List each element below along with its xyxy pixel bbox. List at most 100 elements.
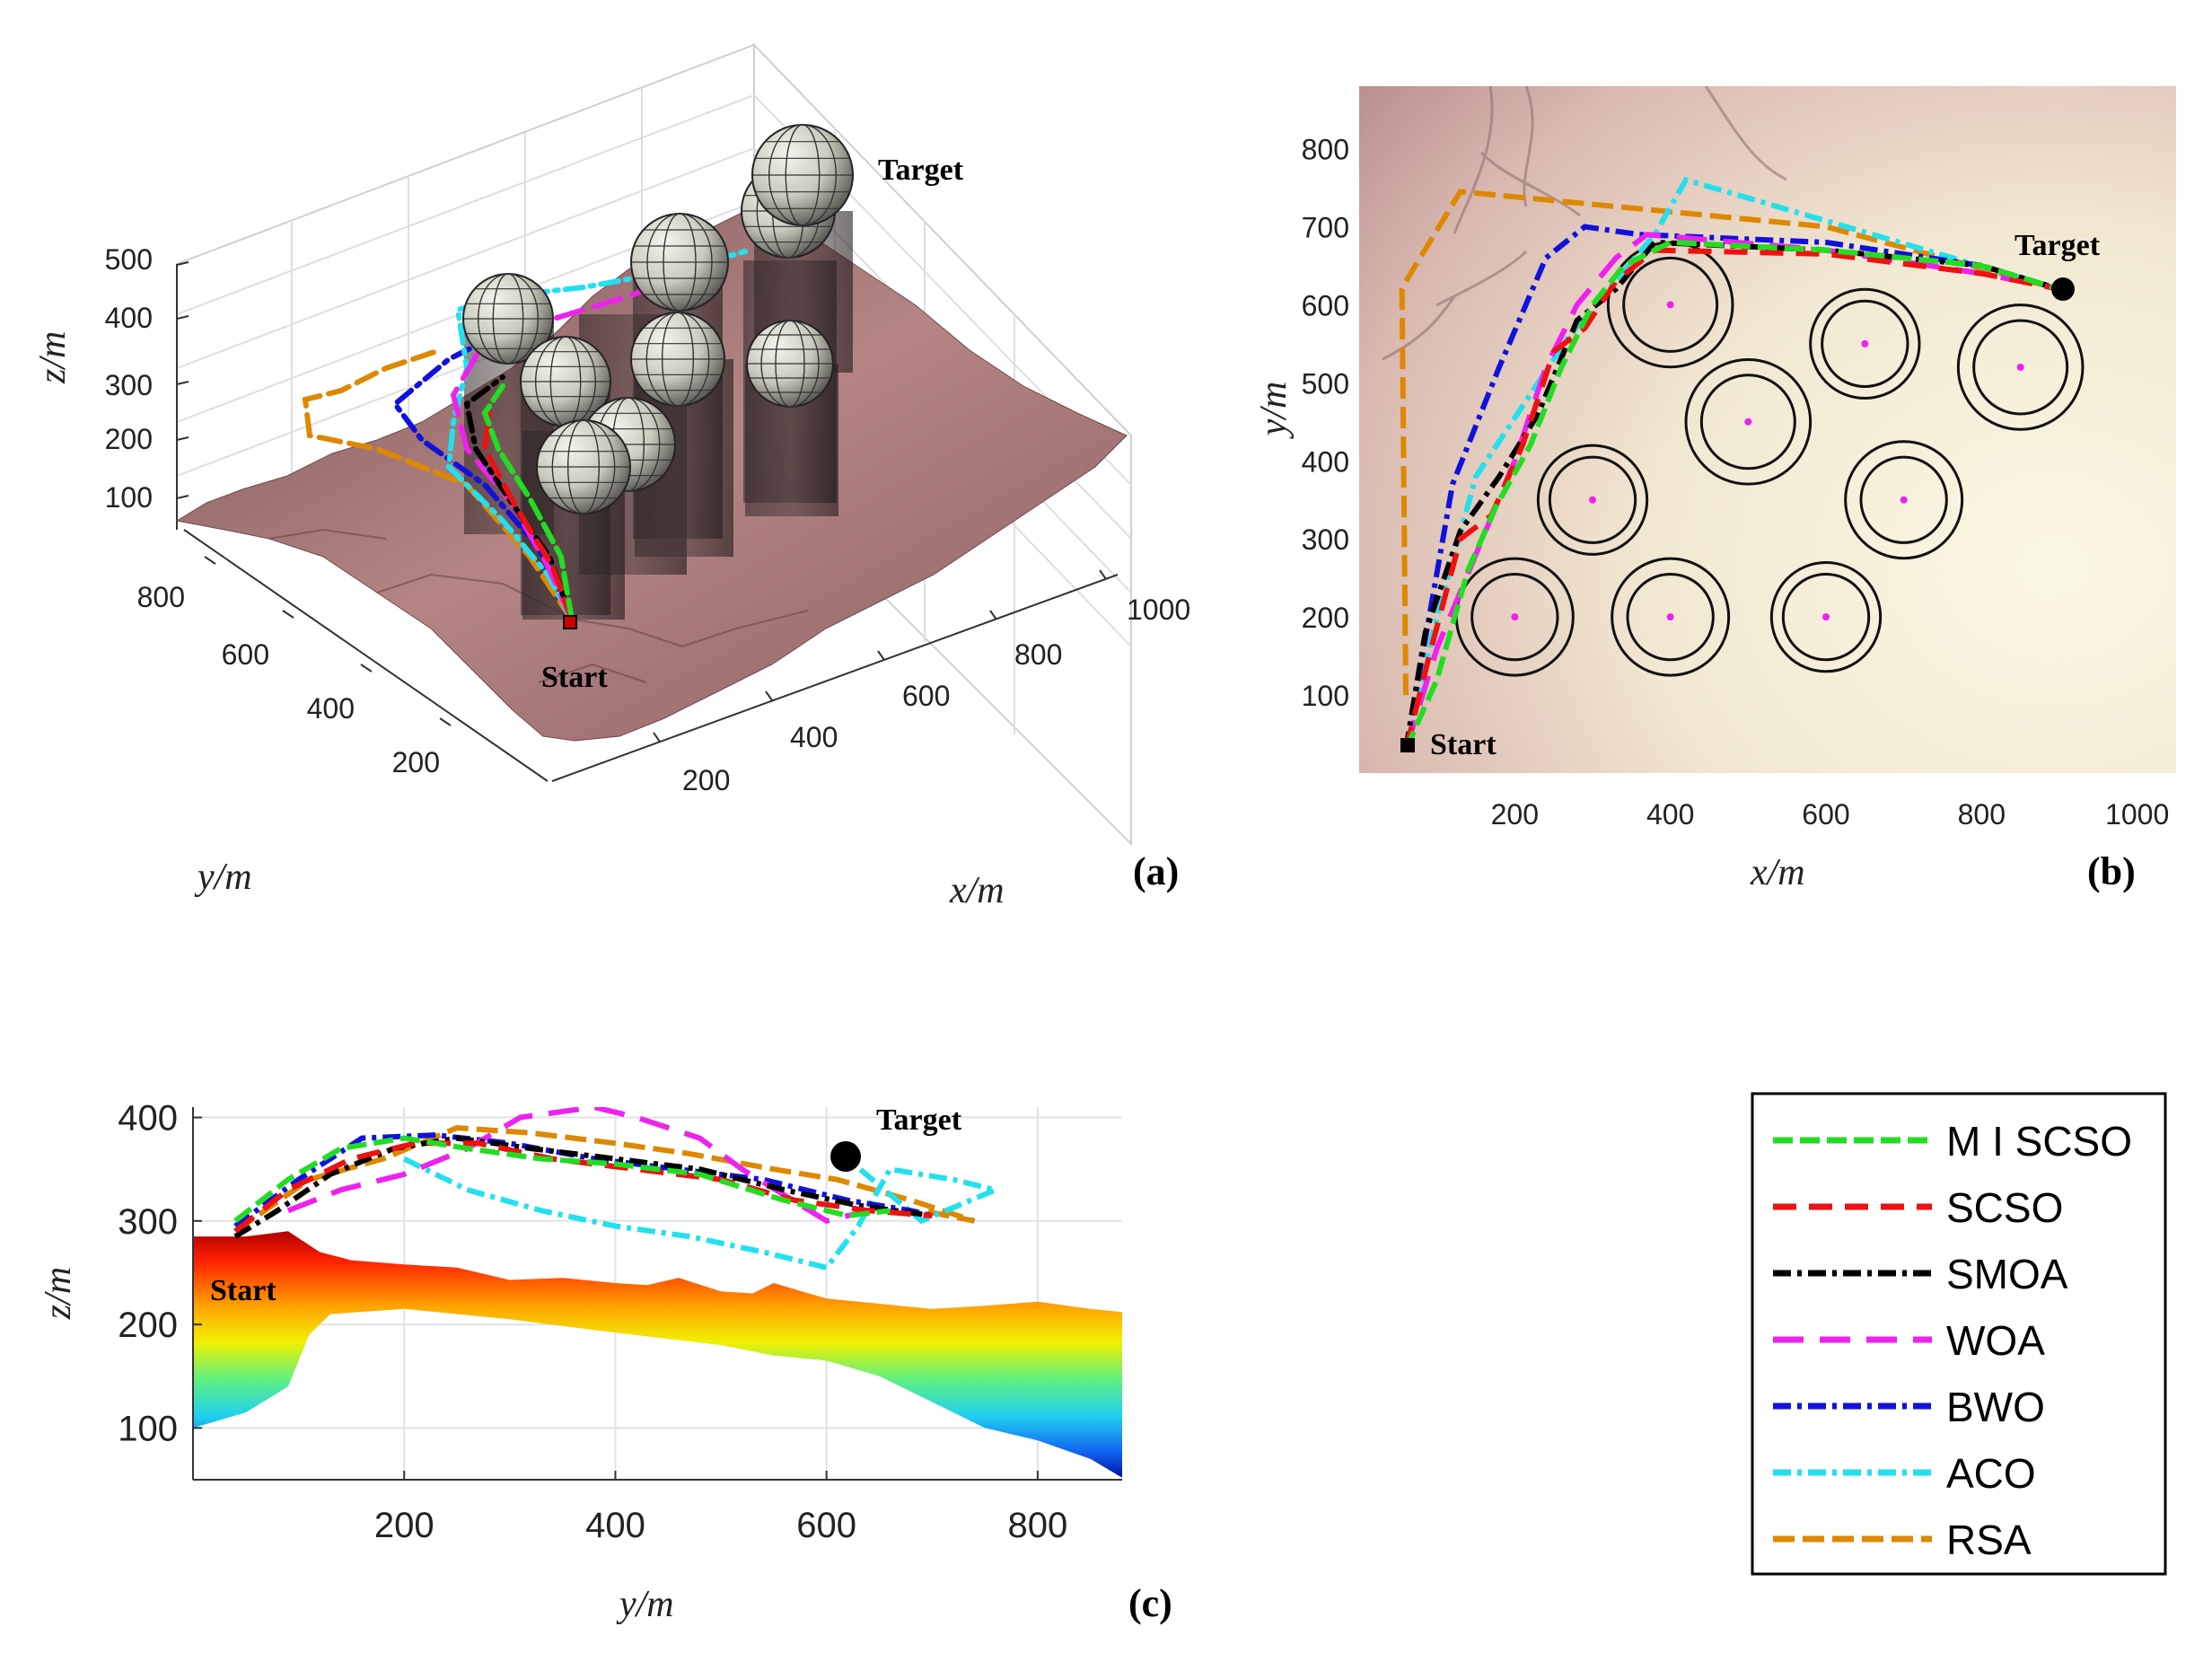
path-MISCSO (1403, 239, 2060, 752)
threat-zone (1956, 303, 2085, 431)
path-BWO (233, 1132, 934, 1229)
panel-a-3d-plot: 500 400 300 200 100 800 600 400 200 200 … (32, 42, 1190, 911)
panel-a-y-tick: 400 (307, 692, 355, 725)
y-tick-label: 100 (118, 1409, 178, 1448)
path-SMOA (1403, 239, 2060, 751)
legend-label: SCSO (1946, 1184, 2063, 1231)
path-SMOA (233, 1135, 933, 1239)
panel-a-x-tick: 400 (790, 721, 838, 753)
obstacle-sphere (536, 419, 631, 514)
panel-b-threat-circles (1454, 241, 2085, 677)
x-tick-label: 800 (1958, 798, 2006, 831)
panel-b-paths (1399, 176, 2060, 752)
panel-a-y-tick: 200 (392, 746, 440, 778)
obstacle-sphere (751, 124, 854, 226)
path-SCSO (1403, 247, 2060, 751)
legend-box (1751, 1092, 2167, 1576)
path-ACO (1403, 176, 2060, 751)
y-tick-label: 400 (1302, 445, 1349, 478)
panel-a-z-ticks (176, 261, 189, 499)
panel-c-start-label: Start (210, 1274, 276, 1307)
x-tick-label: 200 (1491, 798, 1539, 831)
panel-b-label: (b) (2087, 849, 2136, 893)
panel-c-x-label: y/m (616, 1584, 674, 1625)
panel-a-x-label: x/m (949, 870, 1005, 911)
panel-a-x-tick: 600 (902, 680, 950, 712)
threat-zone (1536, 444, 1649, 556)
obstacle-sphere (746, 320, 834, 408)
panel-a-z-label: z/m (32, 331, 74, 384)
panel-a-z-tick: 400 (105, 302, 153, 334)
obstacle-sphere (630, 312, 725, 407)
y-tick-label: 500 (1302, 367, 1349, 400)
panel-b-target-label: Target (2014, 229, 2101, 262)
x-tick-label: 1000 (2105, 798, 2169, 831)
x-tick-label: 600 (796, 1506, 856, 1545)
panel-b-top-view: Start Target 200 400 600 800 1000 100 200 300 40… (1253, 86, 2176, 893)
panel-a-y-label: y/m (194, 857, 252, 898)
path-RSA (233, 1125, 976, 1234)
y-tick-label: 200 (118, 1306, 178, 1345)
legend-item-RSA: RSA (1773, 1517, 2032, 1563)
legend-item-SCSO: SCSO (1773, 1184, 2063, 1231)
threat-zone (1611, 557, 1731, 677)
threat-zone (1606, 241, 1734, 369)
y-tick-label: 400 (118, 1099, 178, 1139)
panel-a-z-tick: 200 (105, 423, 153, 455)
panel-a-label: (a) (1133, 849, 1179, 893)
panel-a-start-label: Start (541, 661, 608, 694)
panel-a-paths (302, 249, 748, 622)
panel-a-path-SCSO (481, 410, 575, 622)
panel-c-paths (233, 1107, 1005, 1271)
panel-b-start-marker (1400, 738, 1415, 752)
panel-c-label: (c) (1128, 1581, 1172, 1625)
panel-a-path-WOA (450, 267, 703, 622)
panel-c-target-label: Target (876, 1103, 962, 1137)
path-RSA (1399, 189, 2060, 696)
panel-a-z-tick: 100 (105, 481, 153, 514)
legend: M I SCSO SCSO SMOA WOA BWO ACO RSA (1751, 1092, 2167, 1576)
threat-zone (1769, 560, 1883, 673)
panel-b-ticks: 200 400 600 800 1000 100 200 300 400 500 600 700 800 (1302, 134, 2170, 831)
legend-label: M I SCSO (1946, 1118, 2132, 1165)
legend-item-MISCSO: M I SCSO (1773, 1118, 2132, 1165)
panel-b-start-label: Start (1430, 728, 1497, 761)
x-tick-label: 800 (1008, 1506, 1068, 1545)
y-tick-label: 100 (1302, 680, 1349, 712)
panel-a-terrain-ridges (268, 528, 809, 683)
legend-label: ACO (1946, 1450, 2036, 1497)
x-tick-label: 400 (1646, 798, 1694, 831)
panel-b-y-label: y/m (1253, 382, 1295, 440)
panel-b-terrain-streaks (1382, 86, 1787, 361)
legend-label: WOA (1946, 1317, 2045, 1364)
panel-a-x-tick: 800 (1014, 638, 1062, 671)
panel-a-obstacle-spheres (462, 124, 854, 514)
panel-b-background (1359, 86, 2176, 773)
panel-c-target-marker (830, 1141, 861, 1172)
legend-label: SMOA (1946, 1251, 2068, 1297)
panel-a-path-MISCSO (481, 383, 575, 622)
panel-a-axes (176, 264, 1119, 782)
y-tick-label: 200 (1302, 602, 1349, 634)
threat-zone (1844, 440, 1964, 560)
panel-b-target-marker (2051, 277, 2075, 301)
y-tick-label: 300 (1302, 523, 1349, 556)
legend-item-WOA: WOA (1773, 1317, 2045, 1364)
obstacle-sphere (462, 273, 554, 365)
panel-a-start-marker (563, 615, 577, 629)
panel-a-z-tick: 500 (105, 243, 153, 276)
path-MISCSO (233, 1135, 891, 1224)
y-tick-label: 600 (1302, 289, 1349, 321)
panel-c-terrain (193, 1231, 1122, 1478)
panel-a-y-tickmarks (204, 556, 452, 726)
threat-zone (1684, 357, 1813, 486)
legend-label: BWO (1946, 1384, 2045, 1430)
panel-a-z-tick: 300 (105, 369, 153, 401)
panel-a-x-tick: 1000 (1127, 593, 1190, 626)
panel-a-x-tickmarks (653, 569, 1107, 743)
legend-label: RSA (1946, 1517, 2032, 1563)
y-tick-label: 300 (118, 1202, 178, 1242)
legend-item-ACO: ACO (1773, 1450, 2036, 1497)
legend-item-BWO: BWO (1773, 1384, 2045, 1430)
y-tick-label: 700 (1302, 211, 1349, 243)
